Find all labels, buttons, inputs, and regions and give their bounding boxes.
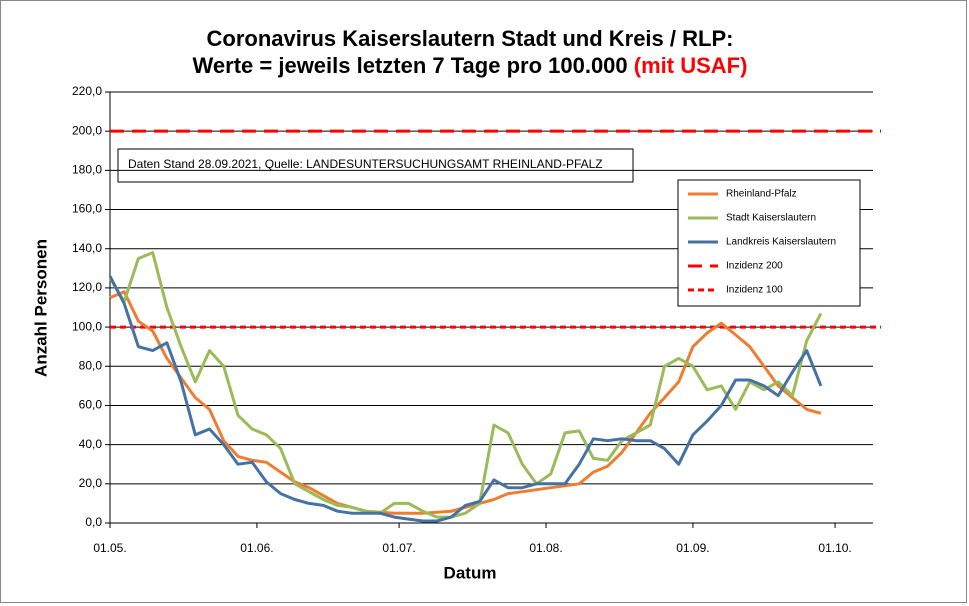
subtitle-highlight: (mit USAF) xyxy=(634,53,748,78)
legend-label: Inzidenz 200 xyxy=(726,261,783,272)
y-tick-label: 80,0 xyxy=(79,358,103,372)
y-tick-label: 200,0 xyxy=(72,123,102,137)
x-tick-label: 01.05. xyxy=(93,541,126,555)
subtitle-text: Werte = jeweils letzten 7 Tage pro 100.0… xyxy=(193,53,628,78)
x-tick-label: 01.06. xyxy=(240,541,273,555)
x-tick-label: 01.09. xyxy=(676,541,709,555)
y-tick-label: 40,0 xyxy=(79,437,103,451)
series-line xyxy=(108,251,823,519)
annotation-box xyxy=(117,148,634,183)
y-tick-label: 220,0 xyxy=(72,84,102,98)
y-tick-label: 160,0 xyxy=(72,202,102,216)
y-tick-label: 60,0 xyxy=(79,398,103,412)
legend-label: Rheinland-Pfalz xyxy=(726,189,797,200)
y-tick-label: 20,0 xyxy=(79,476,103,490)
chart-title: Coronavirus Kaiserslautern Stadt und Kre… xyxy=(207,26,734,51)
y-tick-label: 100,0 xyxy=(72,319,102,333)
y-tick-label: 140,0 xyxy=(72,241,102,255)
x-tick-label: 01.07. xyxy=(382,541,415,555)
legend-label: Inzidenz 100 xyxy=(726,285,783,296)
y-tick-label: 0,0 xyxy=(85,515,102,529)
chart-subtitle: Werte = jeweils letzten 7 Tage pro 100.0… xyxy=(193,53,748,78)
legend-label: Landkreis Kaiserslautern xyxy=(726,237,836,248)
y-tick-label: 120,0 xyxy=(72,280,102,294)
x-axis-label: Datum xyxy=(444,563,497,582)
x-tick-label: 01.10. xyxy=(818,541,851,555)
x-tick-label: 01.08. xyxy=(529,541,562,555)
y-tick-label: 180,0 xyxy=(72,163,102,177)
series-line xyxy=(108,275,823,523)
legend-label: Stadt Kaiserslautern xyxy=(726,213,816,224)
y-axis-label: Anzahl Personen xyxy=(31,239,50,377)
annotation: Daten Stand 28.09.2021, Quelle: LANDESUN… xyxy=(128,157,603,171)
